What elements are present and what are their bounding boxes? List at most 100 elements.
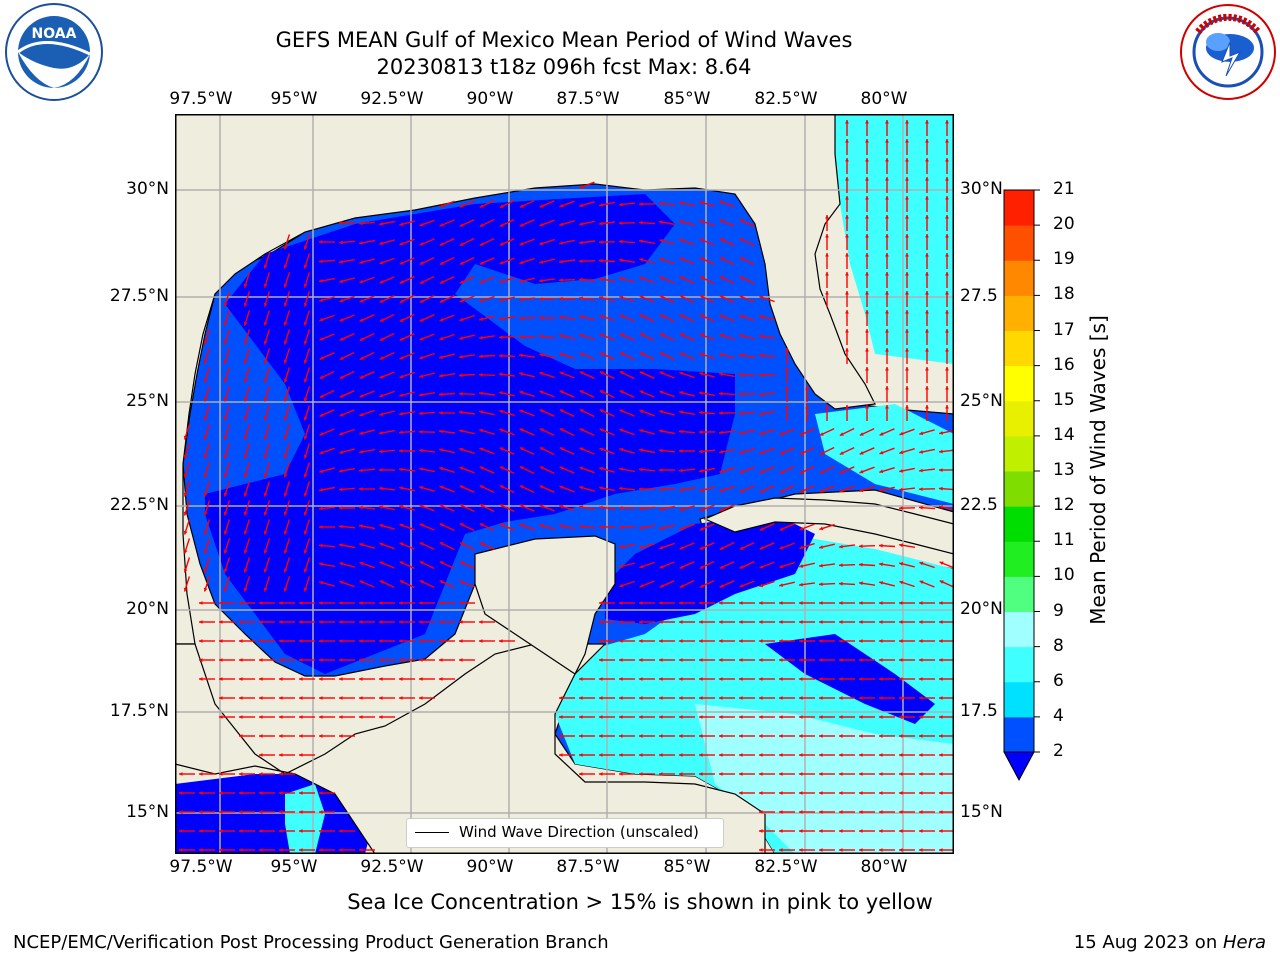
wave-arrow-head xyxy=(925,329,929,333)
wave-arrow-head xyxy=(203,416,208,421)
wave-arrow-head xyxy=(679,715,683,719)
wave-arrow-head xyxy=(243,340,248,345)
wave-arrow-head xyxy=(839,677,843,681)
wave-arrow-head xyxy=(179,772,183,776)
wave-arrow-head xyxy=(819,848,823,852)
wave-arrow-head xyxy=(839,829,843,833)
wave-arrow-head xyxy=(859,562,863,567)
wave-arrow-head xyxy=(279,772,283,776)
wave-arrow-head xyxy=(739,791,743,795)
wave-arrow-head xyxy=(845,177,849,181)
wave-arrow-head xyxy=(659,257,664,262)
wave-arrow-head xyxy=(925,158,929,162)
wave-arrow-head xyxy=(779,583,784,587)
wave-arrow-head xyxy=(739,658,743,662)
wave-arrow-head xyxy=(539,278,543,283)
wave-arrow-head xyxy=(263,340,268,345)
wave-arrow-head xyxy=(845,329,849,333)
wave-arrow-head xyxy=(825,272,829,276)
wave-arrow-head xyxy=(759,489,764,493)
wave-arrow-head xyxy=(303,359,308,364)
wave-arrow-head xyxy=(639,677,643,681)
wave-arrow-head xyxy=(879,543,883,548)
wave-arrow-head xyxy=(739,469,744,474)
wave-arrow-head xyxy=(599,352,604,356)
wave-arrow-head xyxy=(519,372,524,376)
wave-arrow-head xyxy=(679,276,684,280)
wave-arrow-head xyxy=(419,561,424,565)
wave-arrow-head xyxy=(519,316,523,321)
wave-arrow-head xyxy=(459,223,464,227)
wave-arrow-head xyxy=(459,447,464,452)
wave-arrow-head xyxy=(879,677,883,681)
wave-arrow-head xyxy=(339,524,343,529)
wave-arrow-head xyxy=(619,715,623,719)
colorbar-tick-label: 9 xyxy=(1053,600,1064,621)
wave-arrow-head xyxy=(865,291,869,295)
wave-arrow-head xyxy=(599,753,603,757)
wave-arrow-head xyxy=(359,240,363,245)
wave-arrow-head xyxy=(579,390,584,394)
wave-arrow-head xyxy=(579,296,583,301)
wave-arrow-head xyxy=(303,397,308,402)
colorbar-segment xyxy=(1004,295,1034,332)
colorbar-tick-label: 19 xyxy=(1053,249,1075,270)
wave-arrow-head xyxy=(319,278,323,283)
wave-arrow-head xyxy=(865,120,869,124)
wave-arrow-head xyxy=(399,504,404,509)
wave-arrow-head xyxy=(439,261,444,265)
wave-arrow-head xyxy=(479,391,483,396)
wave-arrow-head xyxy=(299,658,303,662)
wave-arrow-head xyxy=(283,473,288,478)
wave-arrow-head xyxy=(319,696,323,700)
wave-arrow-head xyxy=(359,601,363,605)
wave-arrow-head xyxy=(899,543,903,548)
wave-arrow-head xyxy=(785,405,789,409)
wave-arrow-head xyxy=(699,565,704,569)
wave-arrow-head xyxy=(379,486,383,491)
wave-arrow-head xyxy=(319,829,323,833)
wave-arrow-head xyxy=(885,272,889,276)
wave-arrow-head xyxy=(559,352,564,357)
wave-arrow-head xyxy=(439,639,443,643)
wave-arrow-head xyxy=(379,580,384,584)
wave-arrow-head xyxy=(879,772,883,776)
wave-arrow-head xyxy=(819,489,824,493)
wave-arrow-head xyxy=(719,200,724,205)
axis-tick-label: 15°N xyxy=(126,802,169,822)
wave-arrow-head xyxy=(243,397,248,402)
wave-arrow-head xyxy=(379,505,383,509)
wave-arrow-head xyxy=(219,696,223,700)
wave-arrow-head xyxy=(699,219,704,224)
colorbar-segment xyxy=(1004,471,1034,507)
wave-arrow-head xyxy=(459,204,464,208)
wave-arrow-head xyxy=(519,466,524,470)
wave-arrow-head xyxy=(659,601,663,605)
wave-arrow-head xyxy=(223,378,228,383)
wave-arrow-head xyxy=(659,448,663,453)
wave-arrow-head xyxy=(579,409,584,413)
wave-arrow-head xyxy=(659,371,664,376)
wave-arrow-head xyxy=(303,283,308,288)
wave-arrow-head xyxy=(719,677,723,681)
axis-tick-label: 15°N xyxy=(960,802,1003,822)
wave-arrow-head xyxy=(359,542,364,547)
wave-arrow-head xyxy=(339,848,343,852)
wave-arrow-head xyxy=(639,620,643,624)
wave-arrow-head xyxy=(845,291,849,295)
wave-arrow-head xyxy=(599,390,604,394)
wave-arrow-head xyxy=(739,392,743,396)
wave-arrow-head xyxy=(619,658,623,662)
wave-arrow-head xyxy=(599,296,604,300)
wave-arrow-head xyxy=(879,581,884,585)
wave-arrow-head xyxy=(479,447,484,452)
wave-arrow-head xyxy=(219,810,223,814)
wave-arrow-head xyxy=(759,715,763,719)
wave-arrow-head xyxy=(263,416,268,421)
wave-arrow-head xyxy=(885,139,889,143)
wave-arrow-head xyxy=(759,470,764,474)
wave-arrow-head xyxy=(279,696,283,700)
wave-arrow-head xyxy=(399,677,403,681)
wave-arrow-head xyxy=(759,829,763,833)
wave-arrow-head xyxy=(283,321,288,326)
